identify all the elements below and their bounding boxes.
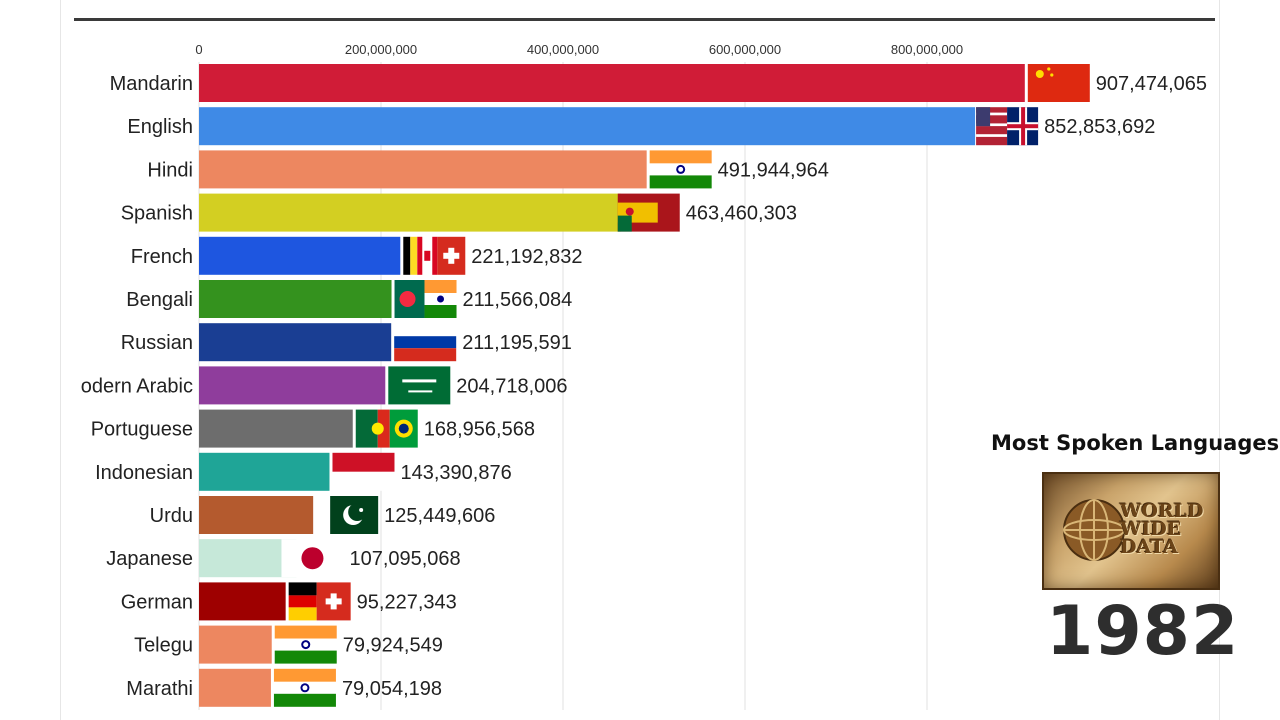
bangladesh-india-flag-icon (394, 280, 457, 318)
category-label: Russian (121, 332, 193, 354)
uk-usa-flag-icon (976, 107, 1039, 146)
category-label: German (121, 591, 193, 613)
bar-10 (199, 452, 330, 491)
value-label: 143,390,876 (400, 462, 511, 484)
bar-2 (199, 107, 976, 146)
india-flag-icon (274, 625, 337, 664)
bar-4 (199, 193, 621, 232)
value-label: 211,195,591 (462, 332, 572, 354)
logo-text: WORLD WIDE DATA (1120, 500, 1214, 558)
frame-right-border (1219, 0, 1220, 720)
x-tick-label: 400,000,000 (527, 42, 599, 57)
bar-1 (199, 64, 1025, 102)
category-label: Spanish (121, 203, 193, 225)
value-label: 463,460,303 (686, 203, 797, 225)
bar-15 (199, 668, 271, 707)
category-label: Portuguese (91, 419, 193, 441)
logo-word-2: WIDE (1120, 518, 1182, 540)
category-label: English (127, 116, 193, 138)
value-label: 221,192,832 (471, 246, 582, 268)
chart-title: Most Spoken Languages (991, 431, 1280, 455)
value-label: 95,227,343 (357, 591, 457, 613)
bar-3 (199, 150, 647, 189)
bar-5 (199, 236, 401, 275)
bar-11 (199, 496, 314, 534)
indonesia-flag-icon (332, 452, 395, 491)
bar-6 (199, 280, 392, 318)
category-label: French (131, 246, 193, 268)
india-flag-icon (649, 150, 712, 189)
bar-8 (199, 366, 386, 405)
top-rule (74, 18, 1215, 21)
value-label: 107,095,068 (349, 548, 460, 570)
x-tick-label: 200,000,000 (345, 42, 417, 57)
logo-word-3: DATA (1120, 536, 1179, 558)
year-counter: 1982 (1046, 592, 1240, 671)
value-label: 79,054,198 (342, 678, 442, 700)
x-tick-label: 600,000,000 (709, 42, 781, 57)
category-label: Marathi (126, 678, 193, 700)
category-label: Hindi (147, 159, 193, 181)
germany-switzerland-flag-icon (288, 582, 351, 621)
value-label: 168,956,568 (424, 419, 535, 441)
saudi-arabia-flag-icon (388, 366, 451, 405)
china-flag-icon (1027, 64, 1090, 102)
pakistan-flag-icon (316, 496, 379, 534)
globe-icon (1063, 499, 1125, 561)
bar-14 (199, 625, 272, 664)
portugal-brazil-flag-icon (355, 409, 418, 448)
bar-12 (199, 539, 297, 578)
value-label: 211,566,084 (463, 289, 573, 311)
x-tick-label: 0 (195, 42, 202, 57)
value-label: 491,944,964 (718, 159, 829, 181)
bar-chart: 0 200,000,000 400,000,000 600,000,000 800,00… (81, 42, 1207, 710)
category-label: Indonesian (95, 462, 193, 484)
bar-chart-svg: 0 200,000,000 400,000,000 600,000,000 800,00… (81, 42, 1207, 710)
japan-flag-icon (281, 539, 344, 578)
belgium-canada-switzerland-flag-icon (403, 236, 466, 275)
bar-9 (199, 409, 353, 448)
spain-portugal-flag-icon (617, 193, 680, 232)
world-wide-data-logo: WORLD WIDE DATA (1042, 472, 1220, 590)
russia-flag-icon (394, 323, 457, 362)
logo-word-1: WORLD (1120, 500, 1204, 522)
category-label: Urdu (150, 505, 193, 527)
x-tick-label: 800,000,000 (891, 42, 963, 57)
category-label: Mandarin (110, 73, 193, 95)
value-label: 852,853,692 (1044, 116, 1155, 138)
bar-7 (199, 323, 392, 362)
value-label: 907,474,065 (1096, 73, 1207, 95)
value-label: 125,449,606 (384, 505, 495, 527)
category-label: Japanese (106, 548, 193, 570)
value-label: 204,718,006 (456, 375, 567, 397)
frame-left-border (60, 0, 61, 720)
value-label: 79,924,549 (343, 635, 443, 657)
category-label: odern Arabic (81, 375, 193, 397)
bar-13 (199, 582, 286, 621)
category-label: Bengali (126, 289, 193, 311)
india-flag-icon (273, 668, 336, 707)
category-label: Telegu (134, 635, 193, 657)
